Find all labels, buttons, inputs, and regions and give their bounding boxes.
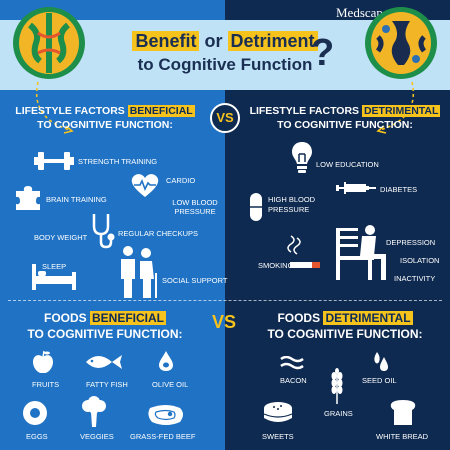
heading-prefix: LIFESTYLE FACTORS — [15, 105, 125, 117]
label-olive-oil: OLIVE OIL — [152, 380, 189, 389]
heading-suffix: TO COGNITIVE FUNCTION: — [27, 327, 183, 341]
syringe-icon — [336, 182, 376, 194]
section-divider — [8, 300, 442, 301]
label-grains: GRAINS — [324, 409, 353, 418]
heading-prefix: FOODS — [43, 311, 87, 325]
dumbbell-icon — [34, 152, 74, 170]
heading-lifestyle-detrimental: LIFESTYLE FACTORS DETRIMENTAL TO COGNITI… — [240, 104, 450, 132]
label-diabetes: DIABETES — [380, 185, 418, 194]
steak-icon — [148, 405, 183, 425]
heading-lifestyle-beneficial: LIFESTYLE FACTORS BENEFICIAL TO COGNITIV… — [0, 104, 210, 132]
label-grass-fed-beef: GRASS-FED BEEF — [130, 432, 196, 441]
label-low-blood-pressure: LOW BLOOD PRESSURE — [172, 198, 218, 216]
bed-icon — [32, 264, 76, 290]
question-mark: ? — [311, 32, 335, 74]
heading-suffix: TO COGNITIVE FUNCTION: — [277, 119, 413, 131]
lightbulb-icon — [292, 142, 312, 173]
title-highlight-benefit: Benefit — [132, 31, 200, 51]
stethoscope-icon — [92, 214, 115, 249]
label-brain-training: BRAIN TRAINING — [46, 195, 107, 204]
label-regular-checkups: REGULAR CHECKUPS — [118, 229, 199, 238]
heading-prefix: FOODS — [277, 311, 321, 325]
heading-foods-detrimental: FOODS DETRIMENTAL TO COGNITIVE FUNCTION: — [240, 310, 450, 342]
page-title: Benefit or Detriment to Cognitive Functi… — [103, 29, 347, 77]
label-body-weight: BODY WEIGHT — [34, 233, 88, 242]
label-sweets: SWEETS — [262, 432, 294, 441]
seed-oil-icon — [374, 352, 388, 371]
egg-icon — [23, 401, 47, 425]
heading-highlight: DETRIMENTAL — [361, 105, 441, 117]
title-connector: or — [204, 31, 223, 51]
label-inactivity: INACTIVITY — [394, 274, 436, 283]
label-veggies: VEGGIES — [80, 432, 114, 441]
label-isolation: ISOLATION — [400, 256, 440, 265]
label-depression: DEPRESSION — [386, 238, 436, 247]
heading-highlight: DETRIMENTAL — [323, 311, 413, 325]
broccoli-icon — [82, 396, 106, 427]
label-social-support: SOCIAL SUPPORT — [162, 276, 228, 285]
cigarette-icon — [290, 262, 320, 268]
people-icon — [121, 246, 157, 298]
bread-icon — [390, 400, 416, 425]
brand-logo: Medscape — [336, 5, 389, 20]
healthy-brain-scan-icon — [13, 7, 85, 79]
label-smoking: SMOKING — [258, 261, 294, 270]
puzzle-icon — [16, 186, 40, 210]
damaged-brain-scan-icon — [365, 7, 437, 79]
label-seed-oil: SEED OIL — [362, 376, 397, 385]
label-high-blood-pressure: HIGH BLOOD PRESSURE — [268, 195, 316, 214]
label-eggs: EGGS — [26, 432, 48, 441]
vs-badge-lifestyle: VS — [210, 103, 240, 133]
oil-drop-icon — [159, 351, 173, 371]
heading-highlight: BENEFICIAL — [127, 105, 195, 117]
heading-prefix: LIFESTYLE FACTORS — [249, 105, 360, 117]
pill-icon — [250, 193, 262, 221]
bacon-icon — [280, 356, 304, 370]
vs-label-foods: VS — [212, 312, 237, 332]
heading-highlight: BENEFICIAL — [90, 311, 166, 325]
title-line-2: to Cognitive Function — [137, 55, 313, 74]
title-line-1: Benefit or Detriment — [103, 29, 347, 53]
title-highlight-detriment: Detriment — [227, 31, 318, 51]
label-bacon: BACON — [280, 376, 307, 385]
cake-icon — [263, 402, 293, 422]
heading-foods-beneficial: FOODS BENEFICIAL TO COGNITIVE FUNCTION: — [0, 310, 210, 342]
label-strength-training: STRENGTH TRAINING — [78, 157, 158, 166]
fish-icon — [86, 355, 122, 369]
label-cardio: CARDIO — [166, 176, 196, 185]
label-fruits: FRUITS — [32, 380, 60, 389]
heading-suffix: TO COGNITIVE FUNCTION: — [267, 327, 423, 341]
wheat-icon — [331, 368, 343, 404]
apple-icon — [33, 350, 53, 373]
heart-pulse-icon — [131, 174, 159, 197]
person-on-bench-icon — [336, 225, 386, 280]
label-low-education: LOW EDUCATION — [316, 160, 379, 169]
label-sleep: SLEEP — [42, 262, 67, 271]
label-white-bread: WHITE BREAD — [376, 432, 429, 441]
heading-suffix: TO COGNITIVE FUNCTION: — [37, 119, 173, 131]
smoke-icon — [287, 235, 301, 255]
label-fatty-fish: FATTY FISH — [86, 380, 128, 389]
